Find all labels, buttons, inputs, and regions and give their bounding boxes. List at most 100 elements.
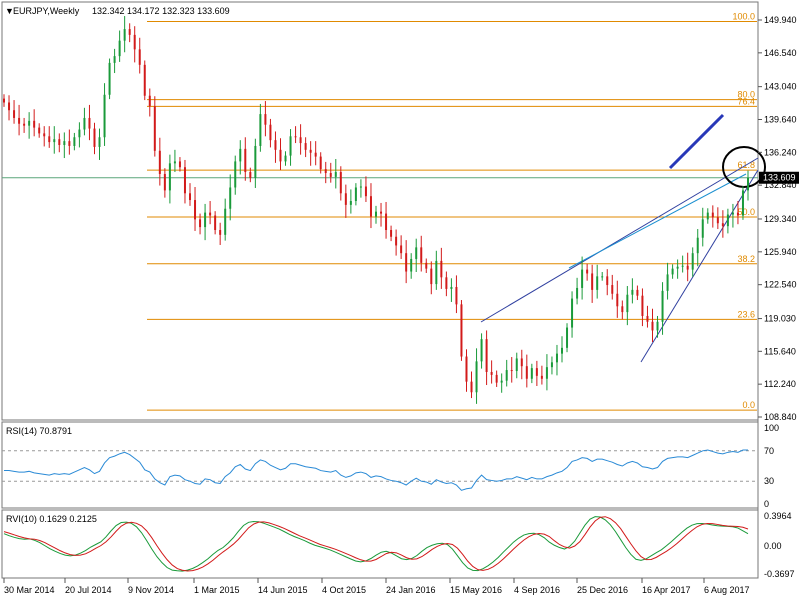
candle-body [661, 290, 664, 322]
candle-body [545, 367, 548, 379]
trend-arrow-line[interactable] [668, 113, 725, 170]
candle-body [309, 149, 312, 153]
candle-body [299, 137, 302, 144]
rsi-indicator: 100 70 30 0 [2, 423, 779, 509]
candle-body [636, 289, 639, 296]
candle-body [264, 114, 267, 125]
candle-body [103, 94, 106, 138]
candle-body [53, 139, 56, 143]
candle-body [606, 276, 609, 286]
candle-body [204, 212, 207, 228]
candle-body [23, 123, 26, 126]
candle-body [143, 64, 146, 96]
candle-body [691, 253, 694, 270]
candle-body [405, 253, 408, 272]
price-tick-label: 143.040 [764, 82, 797, 92]
candle-body [369, 196, 372, 217]
candle-body [329, 173, 332, 177]
chart-symbol-arrow: ▼ [5, 6, 14, 16]
candle-body [63, 141, 66, 145]
time-tick-label: 14 Jun 2015 [258, 585, 308, 595]
candle-body [48, 136, 51, 143]
candle-body [108, 62, 111, 95]
rvi-tick-label: 0.00 [764, 541, 782, 551]
candle-body [324, 169, 327, 174]
candle-body [701, 219, 704, 238]
candle-body [224, 208, 227, 235]
fibonacci-retracement[interactable]: 100.080.076.461.850.038.223.60.0 [147, 12, 757, 411]
price-tick-label: 108.840 [764, 412, 797, 422]
candle-body [153, 106, 156, 151]
upper-trendline[interactable] [480, 157, 759, 323]
lower-trendline[interactable] [640, 169, 759, 363]
price-tick-label: 115.640 [764, 346, 796, 356]
candle-body [410, 258, 413, 272]
candle-body [163, 173, 166, 191]
channel-line[interactable] [568, 173, 747, 269]
candle-body [33, 120, 36, 128]
trendlines[interactable] [2, 113, 766, 363]
candle-body [747, 177, 749, 191]
rsi-tick-label: 30 [764, 476, 774, 486]
candle-body [571, 298, 574, 328]
candle-body [726, 214, 729, 227]
price-tick-label: 119.030 [764, 314, 796, 324]
candle-body [199, 219, 202, 228]
candle-body [616, 293, 619, 307]
fib-level-label: 76.4 [737, 96, 755, 106]
candle-body [631, 289, 634, 295]
rsi-tick-label: 70 [764, 446, 774, 456]
price-tick-label: 149.940 [764, 15, 797, 25]
candle-body [586, 269, 589, 274]
candle-body [43, 133, 46, 137]
candle-body [505, 370, 508, 381]
candle-body [676, 266, 679, 269]
candle-body [58, 139, 61, 145]
candle-body [158, 150, 161, 174]
price-axis: 149.940 146.540 143.040 139.640 136.240 132.8… [758, 15, 799, 422]
candle-body [274, 140, 277, 150]
chart-ohlc: 132.342 134.172 132.323 133.609 [92, 6, 230, 16]
candle-body [189, 193, 191, 201]
candle-body [334, 172, 337, 177]
candle-body [566, 327, 569, 348]
price-tick-label: 125.940 [764, 247, 797, 257]
candle-body [415, 247, 418, 259]
candle-body [741, 190, 744, 216]
time-tick-label: 15 May 2016 [450, 585, 502, 595]
candle-body [455, 286, 458, 305]
candle-body [349, 201, 352, 205]
candle-body [173, 161, 176, 164]
candle-body [430, 268, 433, 285]
rsi-tick-label: 0 [764, 499, 769, 509]
candle-body [259, 114, 262, 146]
candle-body [83, 117, 86, 130]
highlight-circle[interactable] [722, 146, 766, 188]
rsi-tick-label: 100 [764, 423, 779, 433]
candle-body [254, 145, 257, 178]
fib-level-label: 100.0 [732, 12, 755, 22]
time-tick-label: 1 Mar 2015 [194, 585, 240, 595]
candle-body [465, 356, 468, 382]
candle-body [229, 187, 232, 209]
candle-body [168, 163, 171, 191]
candle-body [244, 148, 247, 173]
candle-body [681, 265, 684, 267]
candle-body [495, 374, 498, 383]
candle-body [28, 120, 31, 126]
candle-body [500, 380, 503, 383]
candle-body [284, 155, 287, 162]
candle-body [380, 211, 383, 214]
candle-body [671, 268, 674, 275]
rsi-title: RSI(14) 70.8791 [6, 426, 72, 436]
candle-body [555, 353, 558, 363]
candle-body [400, 245, 403, 254]
price-tick-label: 132.840 [764, 180, 797, 190]
price-tick-label: 129.340 [764, 214, 797, 224]
candle-body [294, 136, 297, 138]
candle-body [510, 370, 513, 372]
candle-body [234, 161, 237, 188]
current-price-label: 133.609 [763, 173, 796, 183]
candle-body [611, 285, 614, 294]
